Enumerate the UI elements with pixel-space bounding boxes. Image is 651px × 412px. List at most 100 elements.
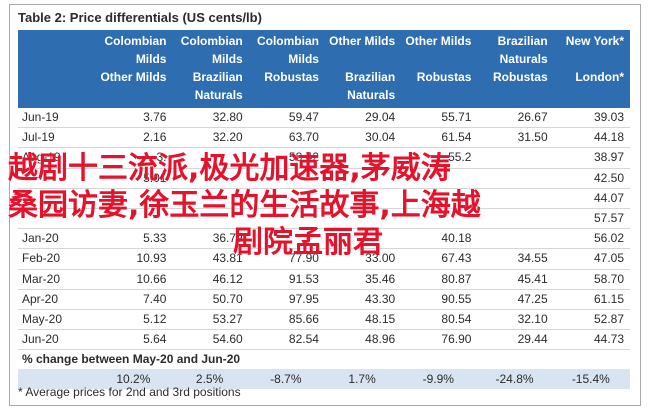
pct-change-row: 10.2% 2.5% -8.7% 1.7% -9.9% -24.8% -15.4%	[18, 369, 630, 389]
table-cell: 82.54	[248, 329, 325, 351]
table-cell	[172, 188, 249, 209]
table-cell	[248, 208, 325, 230]
header-corner	[18, 30, 97, 108]
table-cell: 48.15	[324, 309, 402, 331]
table-cell: 33.00	[324, 248, 402, 270]
table-cell: 43.30	[324, 289, 402, 310]
column-header-line: Naturals	[347, 88, 396, 102]
table-cell: 29.04	[324, 108, 402, 129]
table-cell	[172, 168, 249, 189]
column-header-line: Brazilian	[345, 70, 396, 84]
column-header: Colombian Milds Robustas	[248, 30, 325, 108]
row-month: Apr-20	[18, 289, 97, 310]
table-cell: 5.12	[96, 309, 173, 331]
table-row: Feb-20 10.93 43.81 77.90 33.00 67.43 34.55 47.0…	[18, 248, 630, 270]
table-cell	[324, 168, 402, 189]
column-header-line: Brazilian	[192, 70, 243, 84]
table-cell: 3.76	[96, 108, 173, 129]
table-cell	[477, 228, 554, 250]
column-header-line: Robustas	[492, 70, 548, 84]
table-cell	[324, 208, 402, 230]
table-row: Jan-20 5.33 36.79 40.18 56.02	[18, 228, 630, 250]
table-cell: 10.66	[96, 269, 173, 290]
column-header-line: Colombian	[256, 34, 319, 48]
table-cell: 44.73	[553, 329, 630, 351]
table-cell: 91.53	[248, 269, 325, 290]
table-cell: 61.54	[401, 127, 478, 149]
column-header: Other Milds Brazilian Naturals	[324, 30, 402, 108]
table-cell: 56.02	[553, 228, 630, 250]
table-row: Aug-19 3. 58.42 55.2 38.97	[18, 147, 630, 169]
table-cell: 26.67	[477, 108, 554, 129]
table-cell	[477, 168, 554, 189]
column-header-line	[556, 50, 624, 68]
table-cell: 47.05	[553, 248, 630, 270]
table-cell: 43.81	[172, 248, 249, 270]
table-cell: 10.93	[96, 248, 173, 270]
table-cell: 39.03	[553, 108, 630, 129]
watermark-overlay-text: 越剧十三流派,极光加速器,茅威涛 桑园访妻,徐玉兰的生活故事,上海越 剧院孟丽君	[8, 150, 628, 261]
pct-change-label-row: % change between May-20 and Jun-20	[18, 350, 630, 370]
column-header-line: Naturals	[499, 52, 548, 66]
table-cell: 63.70	[248, 127, 325, 149]
row-month	[18, 208, 97, 230]
table-cell: 34.55	[477, 248, 554, 270]
table-cell: 97.95	[248, 289, 325, 310]
column-header-line: Colombian	[104, 34, 167, 48]
table-cell: 55.71	[401, 108, 478, 129]
pct-change-cell: 1.7%	[324, 369, 402, 389]
table-cell: 44.18	[553, 127, 630, 149]
column-header-line: New York*	[565, 34, 624, 48]
column-header-line: Milds	[212, 52, 243, 66]
column-header: Brazilian Naturals Robustas	[477, 30, 554, 108]
column-header-line: Brazilian	[497, 34, 548, 48]
table-cell: 55.2	[401, 147, 478, 169]
table-cell	[172, 208, 249, 230]
table-cell: 48.96	[324, 329, 402, 351]
table-row: 57.57	[18, 208, 630, 230]
table-cell: 2.16	[96, 127, 173, 149]
table-row: May-20 5.12 53.27 85.66 48.15 80.54 32.10 52.87	[18, 309, 630, 331]
table-cell: 5.01	[96, 168, 173, 189]
table-cell: 29.44	[477, 329, 554, 351]
row-month: May-20	[18, 309, 97, 331]
table-cell: 35.46	[324, 269, 402, 290]
table-cell	[401, 188, 478, 209]
row-month: Jul-19	[18, 127, 97, 149]
header-row: Colombian Milds Other Milds Colombian Milds B…	[18, 30, 630, 108]
table-cell: 3.	[96, 147, 173, 169]
table-cell: 30.04	[324, 127, 402, 149]
table-cell	[96, 208, 173, 230]
table-cell	[324, 147, 402, 169]
column-header-line: London*	[575, 70, 624, 84]
table-cell: 80.87	[401, 269, 478, 290]
table-cell: 44.07	[553, 188, 630, 209]
pct-change-cell: -24.8%	[477, 369, 554, 389]
row-month	[18, 168, 97, 189]
table-cell: 58.42	[248, 147, 325, 169]
column-header-line: Milds	[288, 52, 319, 66]
table-cell: 5.33	[96, 228, 173, 250]
row-month: Jun-19	[18, 108, 97, 129]
table-cell: 80.54	[401, 309, 478, 331]
table-cell: 32.20	[172, 127, 249, 149]
table-cell	[401, 168, 478, 189]
table-cell	[324, 188, 402, 209]
table-cell	[401, 208, 478, 230]
column-header-line: Naturals	[194, 88, 243, 102]
table-cell: 85.66	[248, 309, 325, 331]
column-header-line: Milds	[135, 52, 167, 66]
row-month: Feb-20	[18, 248, 97, 270]
table-cell	[324, 228, 402, 250]
pct-change-cell: -15.4%	[553, 369, 630, 389]
table-cell	[248, 228, 325, 250]
table-cell: 40.18	[401, 228, 478, 250]
footnote: * Average prices for 2nd and 3rd positio…	[18, 385, 241, 399]
row-month: Jun-20	[18, 329, 97, 351]
table-cell: 36.79	[172, 228, 249, 250]
table-cell	[477, 147, 554, 169]
table-title: Table 2: Price differentials (US cents/l…	[18, 10, 262, 25]
table-cell	[248, 168, 325, 189]
column-header-line: Robustas	[264, 70, 319, 84]
table-cell: 67.43	[401, 248, 478, 270]
